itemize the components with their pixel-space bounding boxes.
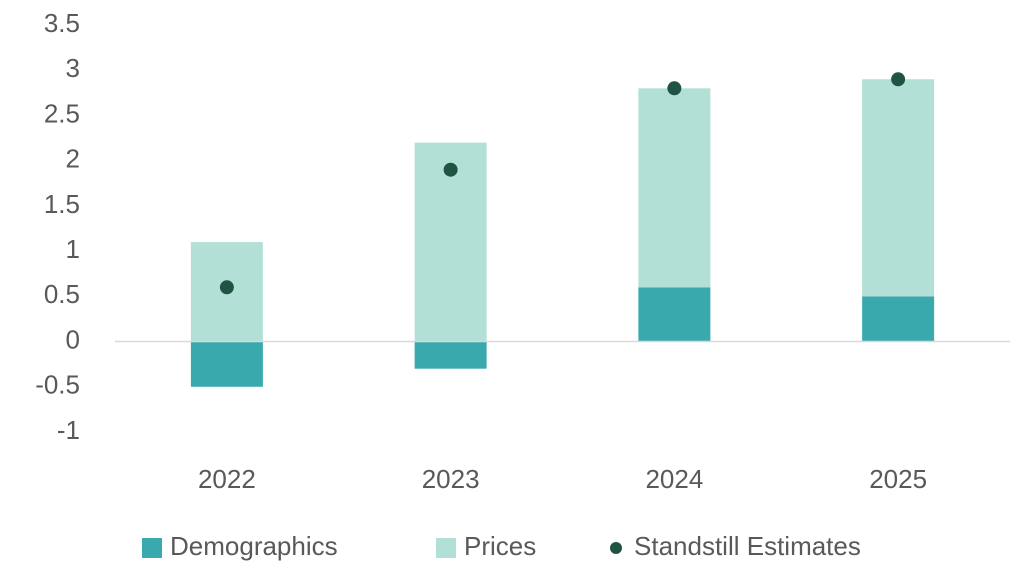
legend-swatch (610, 542, 622, 554)
legend-label: Prices (464, 531, 536, 561)
bar (190, 341, 263, 387)
point (219, 280, 234, 295)
legend-label: Standstill Estimates (634, 531, 861, 561)
y-tick-label: 0.5 (44, 279, 80, 309)
legend-label: Demographics (170, 531, 338, 561)
y-tick-label: 2.5 (44, 98, 80, 128)
point (443, 162, 458, 177)
bar (862, 296, 935, 342)
y-tick-label: -0.5 (35, 370, 80, 400)
x-tick-label: 2025 (869, 464, 927, 494)
y-tick-label: 0 (66, 324, 80, 354)
bar (638, 287, 711, 342)
y-tick-label: 3 (66, 53, 80, 83)
bar (638, 88, 711, 288)
y-tick-label: 1 (66, 234, 80, 264)
y-tick-label: 3.5 (44, 8, 80, 38)
bar (414, 341, 487, 369)
legend-swatch (142, 538, 162, 558)
y-tick-label: 1.5 (44, 189, 80, 219)
y-tick-label: -1 (57, 415, 80, 445)
legend-swatch (436, 538, 456, 558)
x-tick-label: 2022 (198, 464, 256, 494)
x-tick-label: 2024 (645, 464, 703, 494)
y-tick-label: 2 (66, 144, 80, 174)
x-tick-label: 2023 (422, 464, 480, 494)
point (667, 81, 682, 96)
bar (862, 79, 935, 297)
point (891, 72, 906, 87)
